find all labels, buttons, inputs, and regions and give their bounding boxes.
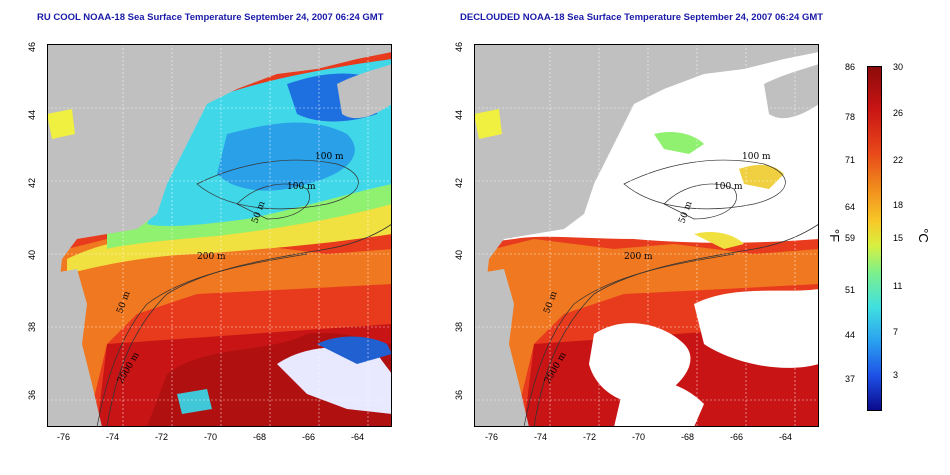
f-tick: 64 xyxy=(845,202,856,212)
f-tick: 78 xyxy=(845,112,856,122)
lat-tick: 38 xyxy=(27,321,38,333)
lon-tick: -66 xyxy=(730,432,744,442)
lon-tick: -70 xyxy=(632,432,646,442)
svg-text:200 m: 200 m xyxy=(624,252,653,262)
lon-tick: -64 xyxy=(779,432,793,442)
left-sst-map: 100 m 100 m 50 m 200 m 50 m 2000 m xyxy=(47,44,393,428)
c-tick: 3 xyxy=(893,370,899,380)
right-sst-map: 100 m 100 m 50 m 200 m 50 m 2000 m xyxy=(474,44,820,428)
svg-text:100 m: 100 m xyxy=(315,152,344,162)
lon-tick: -64 xyxy=(351,432,365,442)
f-tick: 44 xyxy=(845,330,856,340)
lat-tick: 46 xyxy=(454,41,465,53)
c-tick: 7 xyxy=(893,327,899,337)
lat-tick: 40 xyxy=(27,249,38,261)
f-tick: 37 xyxy=(845,374,856,384)
svg-text:100 m: 100 m xyxy=(742,152,771,162)
lon-tick: -68 xyxy=(681,432,695,442)
right-map-image: 100 m 100 m 50 m 200 m 50 m 2000 m xyxy=(474,44,820,428)
c-tick: 30 xyxy=(893,62,904,72)
sst-colorbar xyxy=(867,66,882,411)
lat-tick: 42 xyxy=(27,177,38,189)
lon-tick: -66 xyxy=(302,432,316,442)
lon-tick: -72 xyxy=(583,432,597,442)
f-tick: 59 xyxy=(845,233,856,243)
lon-tick: -70 xyxy=(204,432,218,442)
lon-tick: -76 xyxy=(57,432,71,442)
c-tick: 15 xyxy=(893,233,904,243)
svg-text:100 m: 100 m xyxy=(287,182,316,192)
right-map-title: DECLOUDED NOAA-18 Sea Surface Temperatur… xyxy=(460,12,824,23)
left-map-image: 100 m 100 m 50 m 200 m 50 m 2000 m xyxy=(47,44,393,428)
lon-tick: -72 xyxy=(155,432,169,442)
lat-tick: 46 xyxy=(27,41,38,53)
lon-tick: -74 xyxy=(534,432,548,442)
lat-tick: 38 xyxy=(454,321,465,333)
lat-tick: 42 xyxy=(454,177,465,189)
f-tick: 71 xyxy=(845,155,856,165)
f-tick: 51 xyxy=(845,285,856,295)
c-tick: 18 xyxy=(893,200,904,210)
lat-tick: 40 xyxy=(454,249,465,261)
lon-tick: -76 xyxy=(485,432,499,442)
fahrenheit-unit-label: °F xyxy=(827,228,843,243)
lon-tick: -68 xyxy=(253,432,267,442)
lat-tick: 36 xyxy=(454,389,465,401)
svg-text:100 m: 100 m xyxy=(714,182,743,192)
c-tick: 11 xyxy=(893,281,903,291)
c-tick: 26 xyxy=(893,108,904,118)
left-map-title: RU COOL NOAA-18 Sea Surface Temperature … xyxy=(37,12,384,23)
celsius-unit-label: °C xyxy=(915,228,931,243)
lat-tick: 44 xyxy=(454,109,465,121)
lon-tick: -74 xyxy=(106,432,120,442)
c-tick: 22 xyxy=(893,155,904,165)
lat-tick: 36 xyxy=(27,389,38,401)
f-tick: 86 xyxy=(845,62,856,72)
lat-tick: 44 xyxy=(27,109,38,121)
svg-text:200 m: 200 m xyxy=(197,252,226,262)
